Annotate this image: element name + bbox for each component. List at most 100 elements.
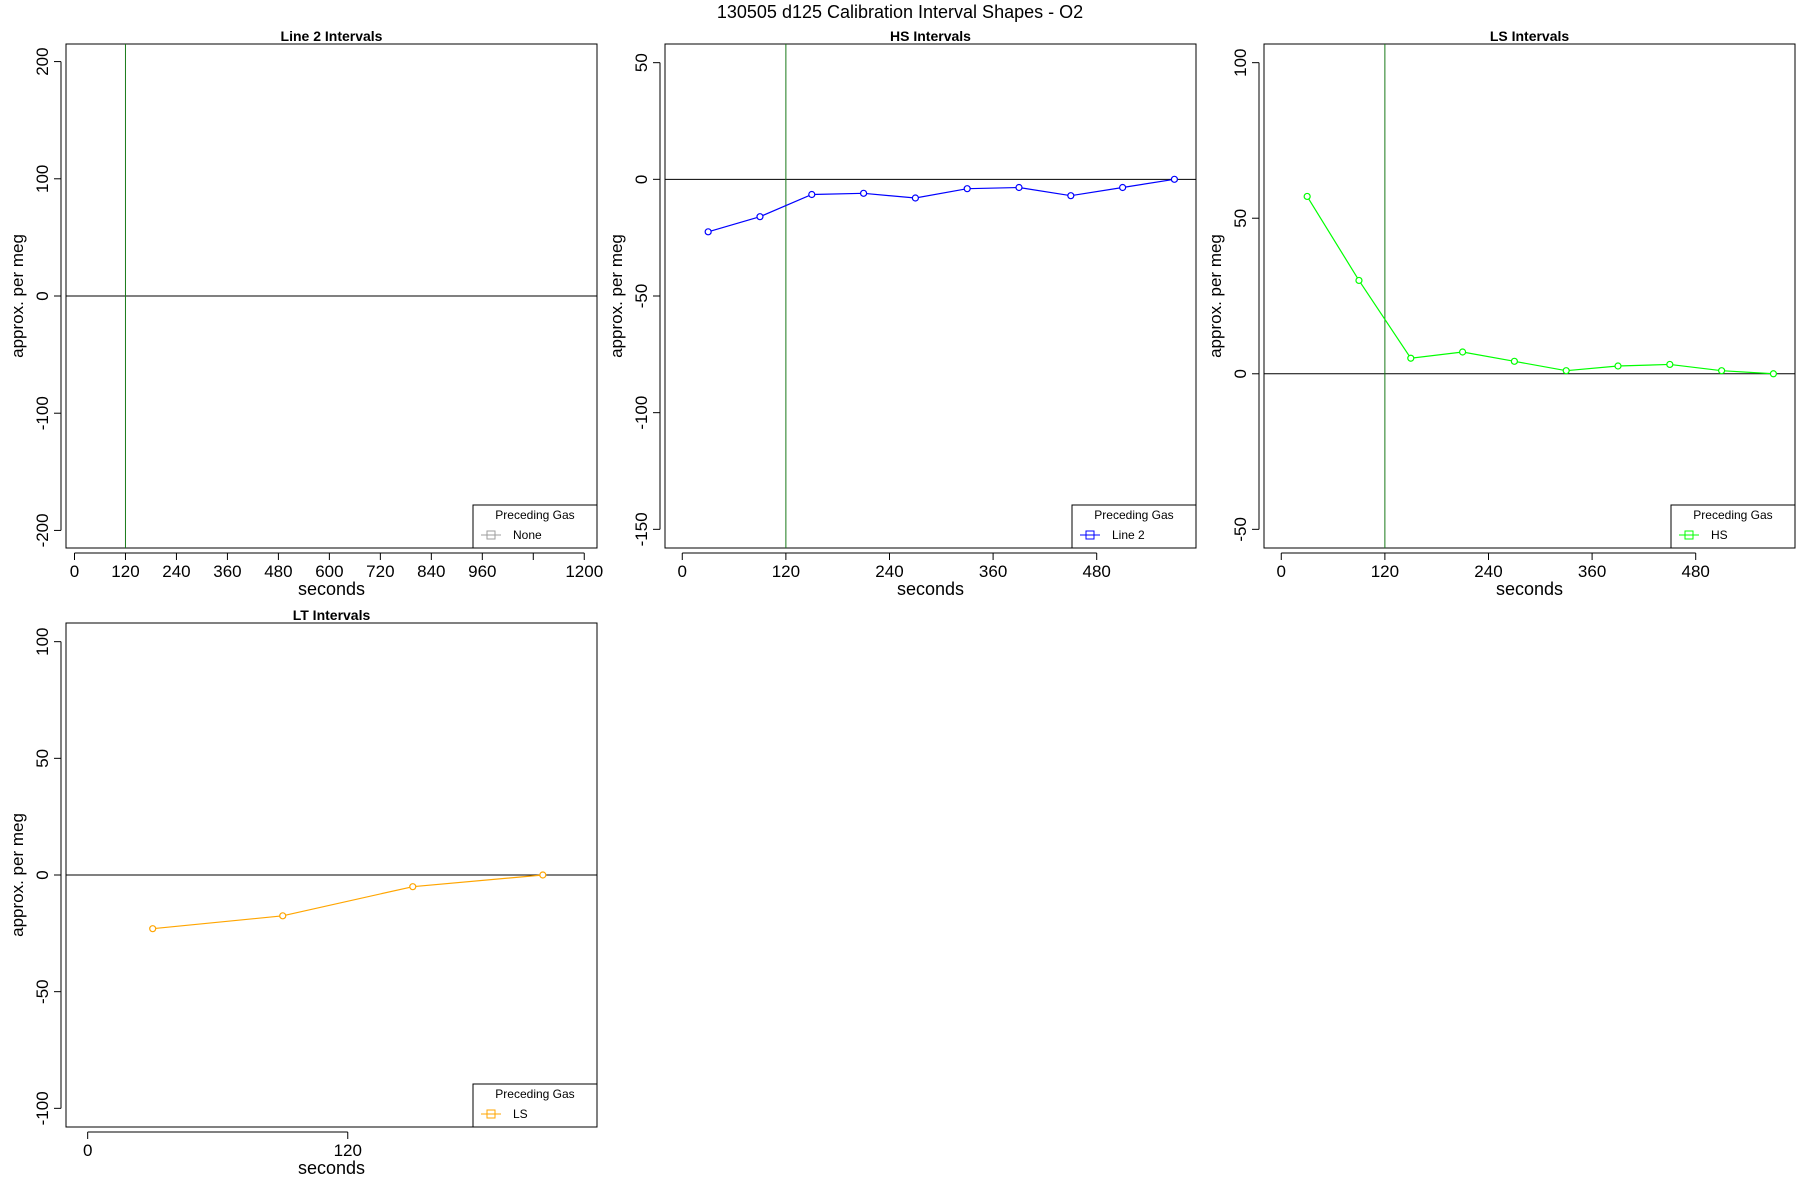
y-tick-label: 0: [1231, 369, 1250, 378]
y-axis-label: approx. per meg: [8, 234, 27, 358]
y-tick-label: -100: [33, 396, 52, 430]
chart-panel: Line 2 Intervals 0 120 240 360 480 600 720 840 96…: [8, 28, 603, 599]
data-point: [1067, 192, 1075, 200]
x-axis-label: seconds: [1496, 579, 1563, 599]
y-tick-label: -50: [33, 979, 52, 1004]
x-tick-label: 120: [772, 562, 800, 581]
legend-label: HS: [1711, 528, 1728, 542]
legend-label: Line 2: [1112, 528, 1145, 542]
x-tick-label: 720: [366, 562, 394, 581]
y-tick-label: 200: [33, 47, 52, 75]
y-tick-label: 0: [33, 291, 52, 300]
data-point: [1718, 367, 1726, 375]
data-point: [1666, 360, 1674, 369]
y-tick-label: 100: [33, 165, 52, 193]
y-tick-label: -50: [632, 284, 651, 309]
x-tick-label: 1200: [565, 562, 603, 581]
y-tick-label: 0: [632, 175, 651, 184]
data-point: [539, 871, 547, 879]
x-tick-label: 360: [979, 562, 1007, 581]
data-point: [1458, 348, 1467, 356]
chart-panel: LS Intervals 0 120 240 360 480 seconds -50 0 50 10…: [1206, 28, 1796, 599]
legend-key-marker: [486, 530, 496, 540]
y-tick-label: 100: [33, 627, 52, 655]
series-line: [708, 178, 1175, 233]
panel-title: Line 2 Intervals: [281, 28, 383, 44]
x-tick-label: 120: [334, 1141, 362, 1160]
legend-title: Preceding Gas: [1693, 508, 1772, 522]
x-tick-label: 600: [315, 562, 343, 581]
x-tick-label: 360: [213, 562, 241, 581]
legend-label: LS: [513, 1107, 528, 1121]
data-point: [279, 912, 287, 920]
data-point: [1562, 367, 1570, 375]
legend-title: Preceding Gas: [495, 1087, 574, 1101]
y-tick-label: 50: [33, 749, 52, 768]
data-point: [1303, 192, 1311, 201]
x-tick-label: 0: [678, 562, 687, 581]
series-line: [1306, 196, 1774, 375]
figure-title: 130505 d125 Calibration Interval Shapes …: [716, 2, 1084, 22]
data-point: [859, 189, 868, 197]
data-point: [756, 213, 764, 221]
x-tick-label: 840: [417, 562, 445, 581]
y-tick-label: 50: [1231, 209, 1250, 228]
plot-frame: [1263, 43, 1796, 549]
panel-title: LS Intervals: [1490, 28, 1570, 44]
y-tick-label: 50: [632, 53, 651, 72]
y-tick-label: -50: [1231, 517, 1250, 542]
x-tick-label: 960: [468, 562, 496, 581]
y-tick-label: 100: [1231, 48, 1250, 76]
data-point: [704, 228, 712, 236]
data-point: [149, 925, 157, 933]
y-tick-label: -200: [33, 513, 52, 547]
series-line: [152, 874, 543, 930]
x-tick-label: 120: [1371, 562, 1399, 581]
x-tick-label: 480: [1682, 562, 1710, 581]
data-point: [1015, 183, 1023, 192]
x-tick-label: 0: [1277, 562, 1286, 581]
legend-title: Preceding Gas: [1094, 508, 1173, 522]
data-point: [963, 185, 971, 193]
legend-key-marker: [486, 1109, 496, 1119]
y-axis-label: approx. per meg: [8, 813, 27, 937]
x-tick-label: 0: [70, 562, 79, 581]
legend-box: [472, 1083, 598, 1128]
x-axis-label: seconds: [298, 579, 365, 599]
panel-title: LT Intervals: [293, 607, 371, 623]
data-point: [1614, 362, 1622, 370]
data-point: [1170, 175, 1179, 183]
data-point: [1119, 183, 1127, 192]
data-point: [808, 190, 816, 199]
y-tick-label: -100: [33, 1091, 52, 1125]
x-tick-label: 240: [1474, 562, 1502, 581]
chart-panel: HS Intervals 0 120 240 360 480 seconds -150 -100…: [607, 28, 1197, 599]
x-tick-label: 240: [875, 562, 903, 581]
y-axis-label: approx. per meg: [1206, 234, 1225, 358]
x-tick-label: 0: [83, 1141, 92, 1160]
data-point: [1355, 276, 1363, 285]
y-tick-label: -100: [632, 396, 651, 430]
x-tick-label: 480: [1083, 562, 1111, 581]
data-point: [1769, 370, 1778, 378]
y-tick-label: -150: [632, 512, 651, 546]
data-point: [1510, 357, 1518, 365]
legend-key-marker: [1684, 530, 1694, 540]
data-point: [911, 194, 919, 202]
legend-box: [472, 504, 598, 549]
data-point: [409, 883, 417, 891]
panel-title: HS Intervals: [890, 28, 971, 44]
x-tick-label: 360: [1578, 562, 1606, 581]
x-tick-label: 240: [162, 562, 190, 581]
y-axis-label: approx. per meg: [607, 234, 626, 358]
x-axis-label: seconds: [897, 579, 964, 599]
x-tick-label: 120: [111, 562, 139, 581]
x-axis-label: seconds: [298, 1158, 365, 1178]
legend-box: [1071, 504, 1197, 549]
plot-frame: [664, 43, 1197, 549]
legend-key-marker: [1085, 530, 1095, 540]
y-tick-label: 0: [33, 870, 52, 879]
legend-title: Preceding Gas: [495, 508, 574, 522]
